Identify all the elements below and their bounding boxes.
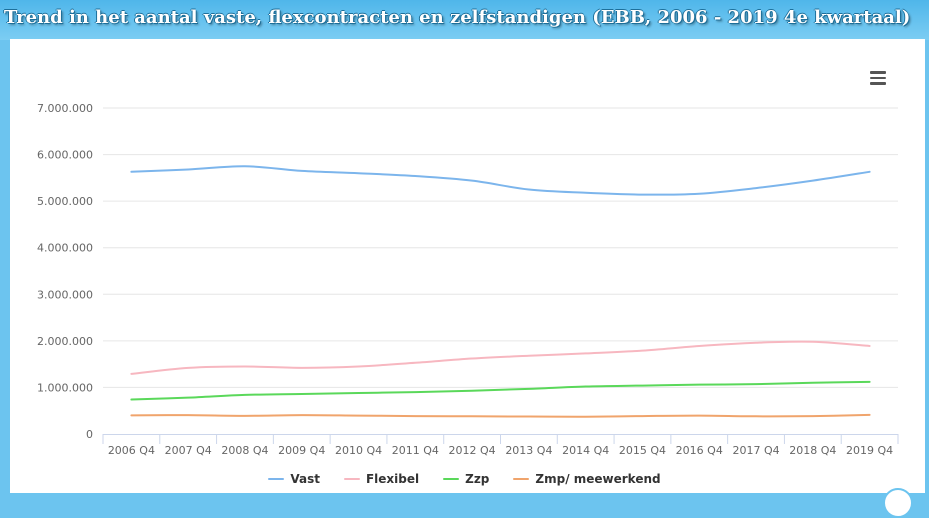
x-axis: 2006 Q4 2007 Q4 2008 Q4 2009 Q4 2010 Q4 2011 …: [102, 434, 899, 457]
x-tick-label: 2011 Q4: [392, 444, 439, 457]
chart-title: Trend in het aantal vaste, flexcontracte…: [4, 7, 911, 28]
legend-item-zzp[interactable]: Zzp: [443, 472, 489, 486]
x-tick-label: 2007 Q4: [165, 444, 212, 457]
legend-label: Zmp/ meewerkend: [535, 472, 661, 486]
x-tick-label: 2018 Q4: [789, 444, 836, 457]
x-tick-label: 2015 Q4: [619, 444, 666, 457]
legend-swatch: [513, 478, 530, 480]
legend-item-vast[interactable]: Vast: [268, 472, 320, 486]
legend-swatch: [343, 478, 360, 480]
grid-lines: [103, 107, 898, 388]
series-line-zmp-meewerkend[interactable]: [130, 413, 871, 418]
legend-item-zmp-meewerkend[interactable]: Zmp/ meewerkend: [513, 472, 661, 486]
y-tick-label: 4.000.000: [37, 242, 93, 255]
x-tick-label: 2013 Q4: [505, 444, 552, 457]
series-lines: [130, 165, 871, 418]
legend-label: Vast: [290, 472, 320, 486]
y-tick-label: 2.000.000: [37, 335, 93, 348]
legend-label: Flexibel: [365, 472, 420, 486]
legend-swatch: [443, 478, 460, 480]
x-tick-label: 2019 Q4: [846, 444, 893, 457]
chart-menu-button[interactable]: [866, 66, 890, 90]
x-tick-label: 2014 Q4: [562, 444, 609, 457]
x-tick-label: 2017 Q4: [732, 444, 779, 457]
title-banner: [0, 0, 929, 40]
x-tick-label: 2006 Q4: [108, 444, 155, 457]
x-tick-label: 2008 Q4: [221, 444, 268, 457]
y-tick-label: 6.000.000: [37, 149, 93, 162]
series-line-vast[interactable]: [130, 165, 871, 196]
series-line-flexibel[interactable]: [130, 340, 871, 375]
x-tick-label: 2016 Q4: [676, 444, 723, 457]
menu-icon: [870, 71, 886, 74]
legend-swatch: [268, 478, 285, 480]
y-tick-label: 3.000.000: [37, 288, 93, 301]
legend-label: Zzp: [465, 472, 490, 486]
y-tick-label: 5.000.000: [37, 195, 93, 208]
x-tick-label: 2012 Q4: [449, 444, 496, 457]
line-chart: 0 1.000.000 2.000.000 3.000.000 4.000.000 5.0…: [37, 102, 899, 457]
y-axis-tick-labels: 0 1.000.000 2.000.000 3.000.000 4.000.000 5.0…: [37, 102, 93, 441]
y-tick-label: 7.000.000: [37, 102, 93, 115]
x-tick-label: 2010 Q4: [335, 444, 382, 457]
chart-legend: Vast Flexibel Zzp Zmp/ meewerkend: [0, 468, 929, 490]
y-tick-label: 0: [86, 428, 93, 441]
legend-item-flexibel[interactable]: Flexibel: [343, 472, 420, 486]
chart-panel: [10, 39, 925, 493]
y-tick-label: 1.000.000: [37, 381, 93, 394]
series-line-zzp[interactable]: [130, 380, 871, 401]
x-tick-label: 2009 Q4: [278, 444, 325, 457]
